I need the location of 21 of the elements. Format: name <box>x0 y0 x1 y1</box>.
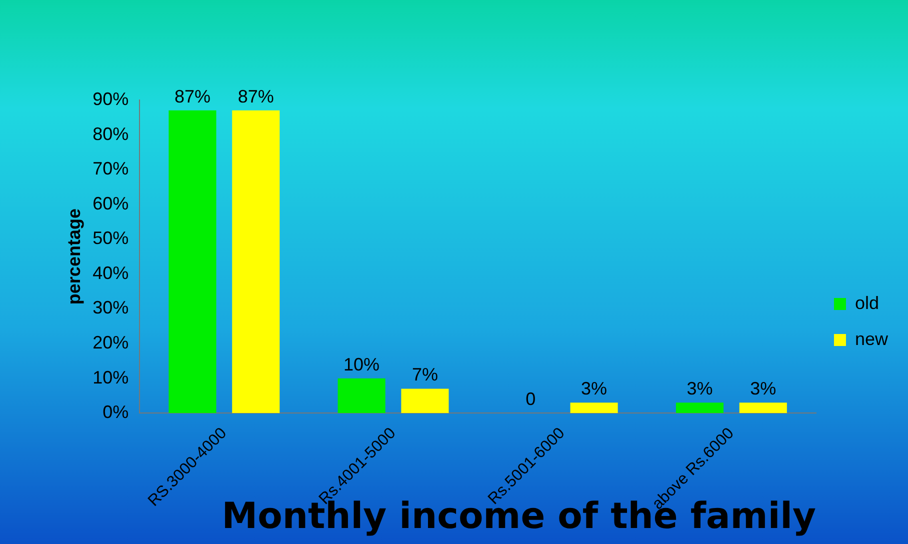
data-label: 87% <box>238 86 274 106</box>
data-label: 3% <box>750 378 776 399</box>
y-tick-label: 40% <box>92 262 129 283</box>
data-label: 87% <box>174 86 210 106</box>
y-tick-label: 0% <box>102 402 129 422</box>
y-tick-label: 20% <box>92 332 129 353</box>
data-label: 3% <box>581 378 608 399</box>
y-tick-label: 30% <box>92 298 129 318</box>
data-label: 7% <box>412 364 438 385</box>
legend-label: new <box>854 328 889 349</box>
data-label: 0 <box>526 389 536 410</box>
y-tick-label: 50% <box>92 228 129 248</box>
y-axis-title: percentage <box>64 208 84 305</box>
y-tick-label: 70% <box>92 158 129 179</box>
y-tick-label: 10% <box>92 367 129 388</box>
y-tick-label: 80% <box>92 124 129 144</box>
legend-label: old <box>854 292 880 313</box>
y-tick-label: 90% <box>92 88 129 109</box>
data-label: 3% <box>686 378 713 399</box>
y-tick-label: 60% <box>92 193 129 214</box>
data-label: 10% <box>344 354 380 374</box>
